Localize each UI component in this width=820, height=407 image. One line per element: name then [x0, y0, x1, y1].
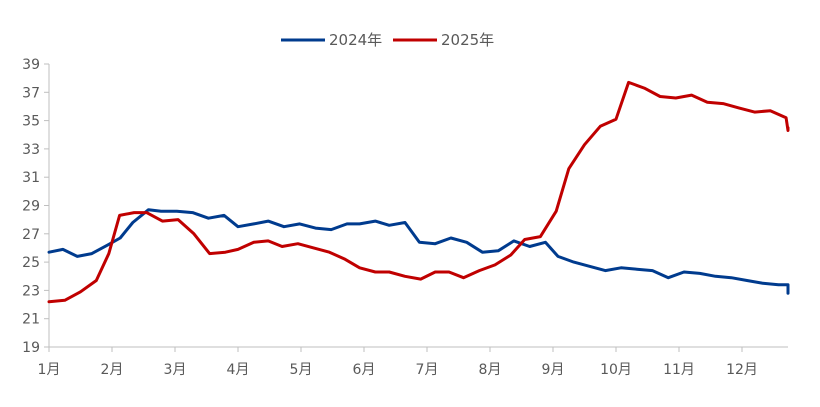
x-tick-label: 1月: [38, 362, 61, 378]
x-tick-label: 2月: [101, 362, 124, 378]
legend-label-2024: 2024年: [329, 31, 382, 49]
y-tick-label: 39: [22, 57, 40, 73]
x-tick-label: 3月: [164, 362, 187, 378]
legend-label-2025: 2025年: [441, 31, 494, 49]
x-tick-label: 4月: [227, 362, 250, 378]
y-tick-label: 25: [22, 255, 40, 271]
y-tick-label: 29: [22, 199, 40, 215]
y-tick-label: 31: [22, 170, 40, 186]
y-tick-label: 27: [22, 227, 40, 243]
series-line-2024: [47, 208, 790, 295]
x-tick-label: 7月: [416, 362, 439, 378]
y-tick-label: 21: [22, 312, 40, 328]
x-tick-label: 10月: [600, 362, 632, 378]
x-tick-label: 12月: [726, 362, 758, 378]
y-tick-label: 35: [22, 114, 40, 130]
axes: 19 21 23 25 27 29 31 33 35 37 39 1月 2月 3月 4月 5月 6月 7月 8月 9月…: [22, 57, 788, 378]
y-tick-label: 37: [22, 85, 40, 101]
legend: 2024年 2025年: [281, 31, 494, 49]
x-tick-label: 11月: [663, 362, 695, 378]
x-tick-label: 5月: [290, 362, 313, 378]
y-tick-label: 33: [22, 142, 40, 158]
x-tick-label: 8月: [479, 362, 502, 378]
y-tick-label: 23: [22, 283, 40, 299]
x-tick-label: 6月: [353, 362, 376, 378]
x-tick-label: 9月: [542, 362, 565, 378]
y-tick-label: 19: [22, 340, 40, 356]
series-line-2025: [47, 80, 790, 304]
series-layer: [47, 80, 790, 304]
